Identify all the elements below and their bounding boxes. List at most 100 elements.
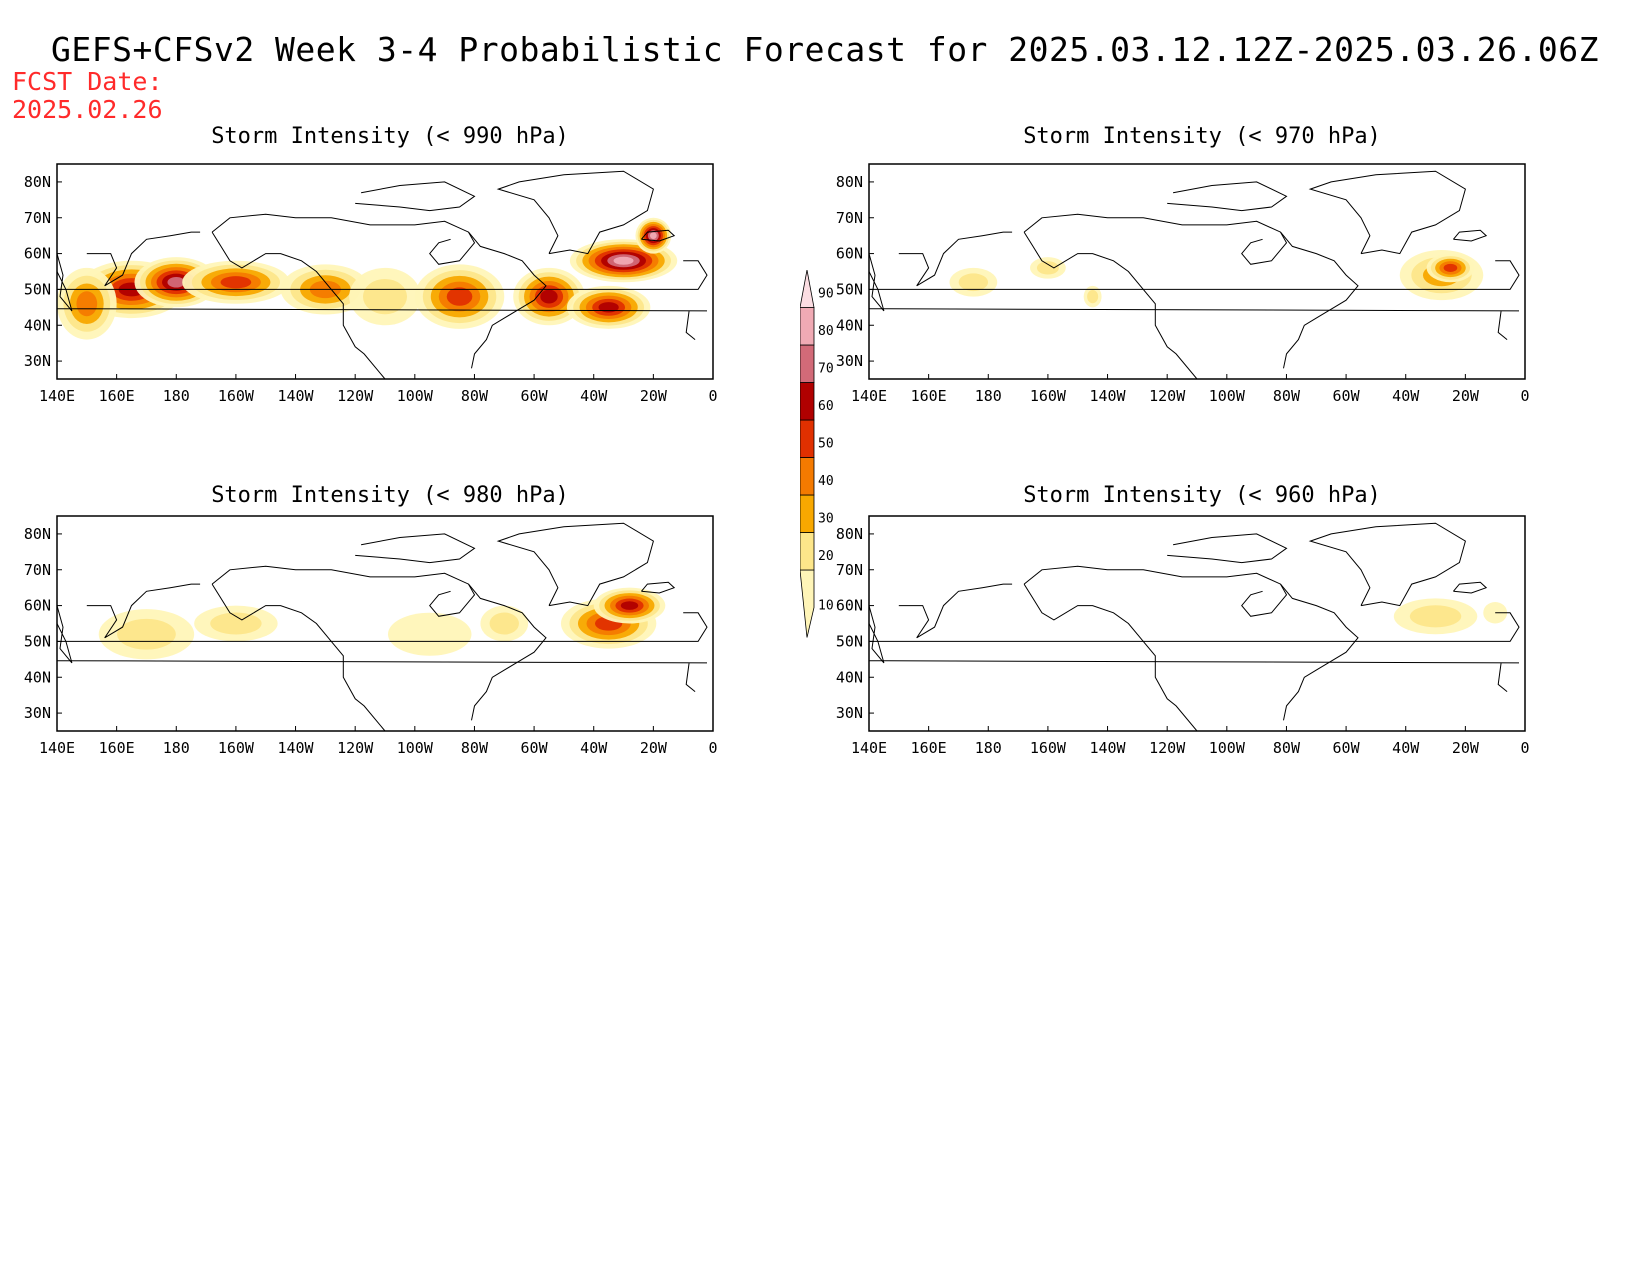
coastline [57,253,73,312]
lon-tick-label: 60W [521,739,549,757]
legend-swatch [799,419,815,458]
legend-tick-label: 90 [818,287,834,302]
lon-tick-label: 0 [1520,387,1529,405]
lon-tick-label: 60W [1333,387,1361,405]
lon-tick-label: 40W [1392,739,1420,757]
lat-tick-label: 80N [24,525,51,543]
coastlines [57,522,708,731]
lon-tick-label: 120W [337,739,374,757]
map-970-svg: 140E 160E 180 160W 140W 120W 100W 80W 60W 40W 20W 0… [836,163,1530,405]
forecast-date-label: FCST Date: [12,67,163,96]
lon-tick-label: 60W [521,387,549,405]
coastline [355,181,476,212]
probability-area [210,612,262,635]
lon-tick-label: 40W [580,739,608,757]
coastline [57,612,708,692]
probability-area [598,302,619,313]
lon-tick-label: 80W [461,739,489,757]
color-legend-svg: 10 20 30 40 50 60 70 80 90 [799,269,834,638]
lon-tick-label: 120W [1149,739,1186,757]
coastlines [869,522,1520,731]
probability-area [446,287,473,306]
lon-tick-label: 160E [911,387,947,405]
lon-tick-label: 160W [218,739,255,757]
lat-tick-label: 60N [24,597,51,615]
map-frame [56,163,714,380]
lat-tick-label: 40N [836,668,863,686]
lon-tick-label: 0 [708,387,717,405]
coastline [869,260,1520,340]
panel-title-980: Storm Intensity (< 980 hPa) [211,483,569,508]
map-frame [868,515,1526,732]
lon-tick-label: 120W [337,387,374,405]
lon-tick-label: 160W [218,387,255,405]
coastline [1023,583,1198,731]
map-axes: 140E 160E 180 160W 140W 120W 100W 80W 60W 40W 20W 0… [836,525,1530,757]
coastline [211,565,476,617]
legend-swatch [799,307,815,346]
coastline [1280,583,1359,721]
forecast-date-value: 2025.02.26 [12,95,163,124]
legend-tick-label: 80 [818,324,834,339]
lon-tick-label: 100W [397,387,434,405]
lon-tick-label: 20W [640,739,668,757]
lon-tick-label: 140E [39,387,75,405]
lat-tick-label: 80N [836,173,863,191]
map-axes: 140E 160E 180 160W 140W 120W 100W 80W 60W 40W 20W 0… [24,173,718,405]
lat-tick-label: 60N [836,245,863,263]
map-panel-980: 140E 160E 180 160W 140W 120W 100W 80W 60W 40W 20W 0… [0,512,740,767]
lon-tick-label: 20W [1452,387,1480,405]
legend-tick-label: 30 [818,512,834,527]
lat-tick-label: 70N [24,209,51,227]
legend-swatch [799,532,815,571]
legend-swatch [799,344,815,383]
probability-area [167,276,186,288]
lat-tick-label: 80N [24,173,51,191]
lon-tick-label: 140W [277,387,314,405]
lat-tick-label: 40N [836,316,863,334]
map-frame [56,515,714,732]
coastline [468,583,547,721]
lon-tick-label: 20W [1452,739,1480,757]
probability-area [650,232,657,239]
coastline [211,231,386,379]
lat-tick-label: 30N [836,704,863,722]
probability-area [1443,263,1458,273]
coastline [468,231,547,369]
legend-tick-label: 40 [818,474,834,489]
probability-area [220,276,252,289]
probability-area [620,601,639,610]
map-panel-970: 140E 160E 180 160W 140W 120W 100W 80W 60W 40W 20W 0… [812,160,1552,415]
coastline [641,229,676,242]
coastline [1308,170,1466,255]
lon-tick-label: 0 [708,739,717,757]
map-panel-960: 140E 160E 180 160W 140W 120W 100W 80W 60W 40W 20W 0… [812,512,1552,767]
probability-area [1087,289,1099,304]
lon-tick-label: 160E [99,387,135,405]
lon-tick-label: 140W [1089,739,1126,757]
lat-tick-label: 30N [24,352,51,370]
probability-fields [1393,598,1508,635]
coastline [1167,533,1288,564]
lon-tick-label: 160E [911,739,947,757]
lon-tick-label: 80W [461,387,489,405]
coastline [1308,522,1466,607]
map-axes: 140E 160E 180 160W 140W 120W 100W 80W 60W 40W 20W 0… [24,525,718,757]
lat-tick-label: 70N [836,561,863,579]
lon-tick-label: 160W [1030,739,1067,757]
coastline [211,583,386,731]
coastlines [869,170,1520,379]
map-frame [868,163,1526,380]
lat-tick-label: 70N [836,209,863,227]
lat-tick-label: 80N [836,525,863,543]
lat-tick-label: 50N [24,280,51,298]
panel-title-990: Storm Intensity (< 990 hPa) [211,124,569,149]
coastline [869,253,885,312]
coastline [211,213,476,265]
main-title: GEFS+CFSv2 Week 3-4 Probabilistic Foreca… [51,30,1599,69]
legend-tick-label: 10 [818,599,834,614]
legend-swatch [799,269,815,308]
color-legend: 10 20 30 40 50 60 70 80 90 [799,269,860,669]
lon-tick-label: 120W [1149,387,1186,405]
coastline [496,170,654,255]
